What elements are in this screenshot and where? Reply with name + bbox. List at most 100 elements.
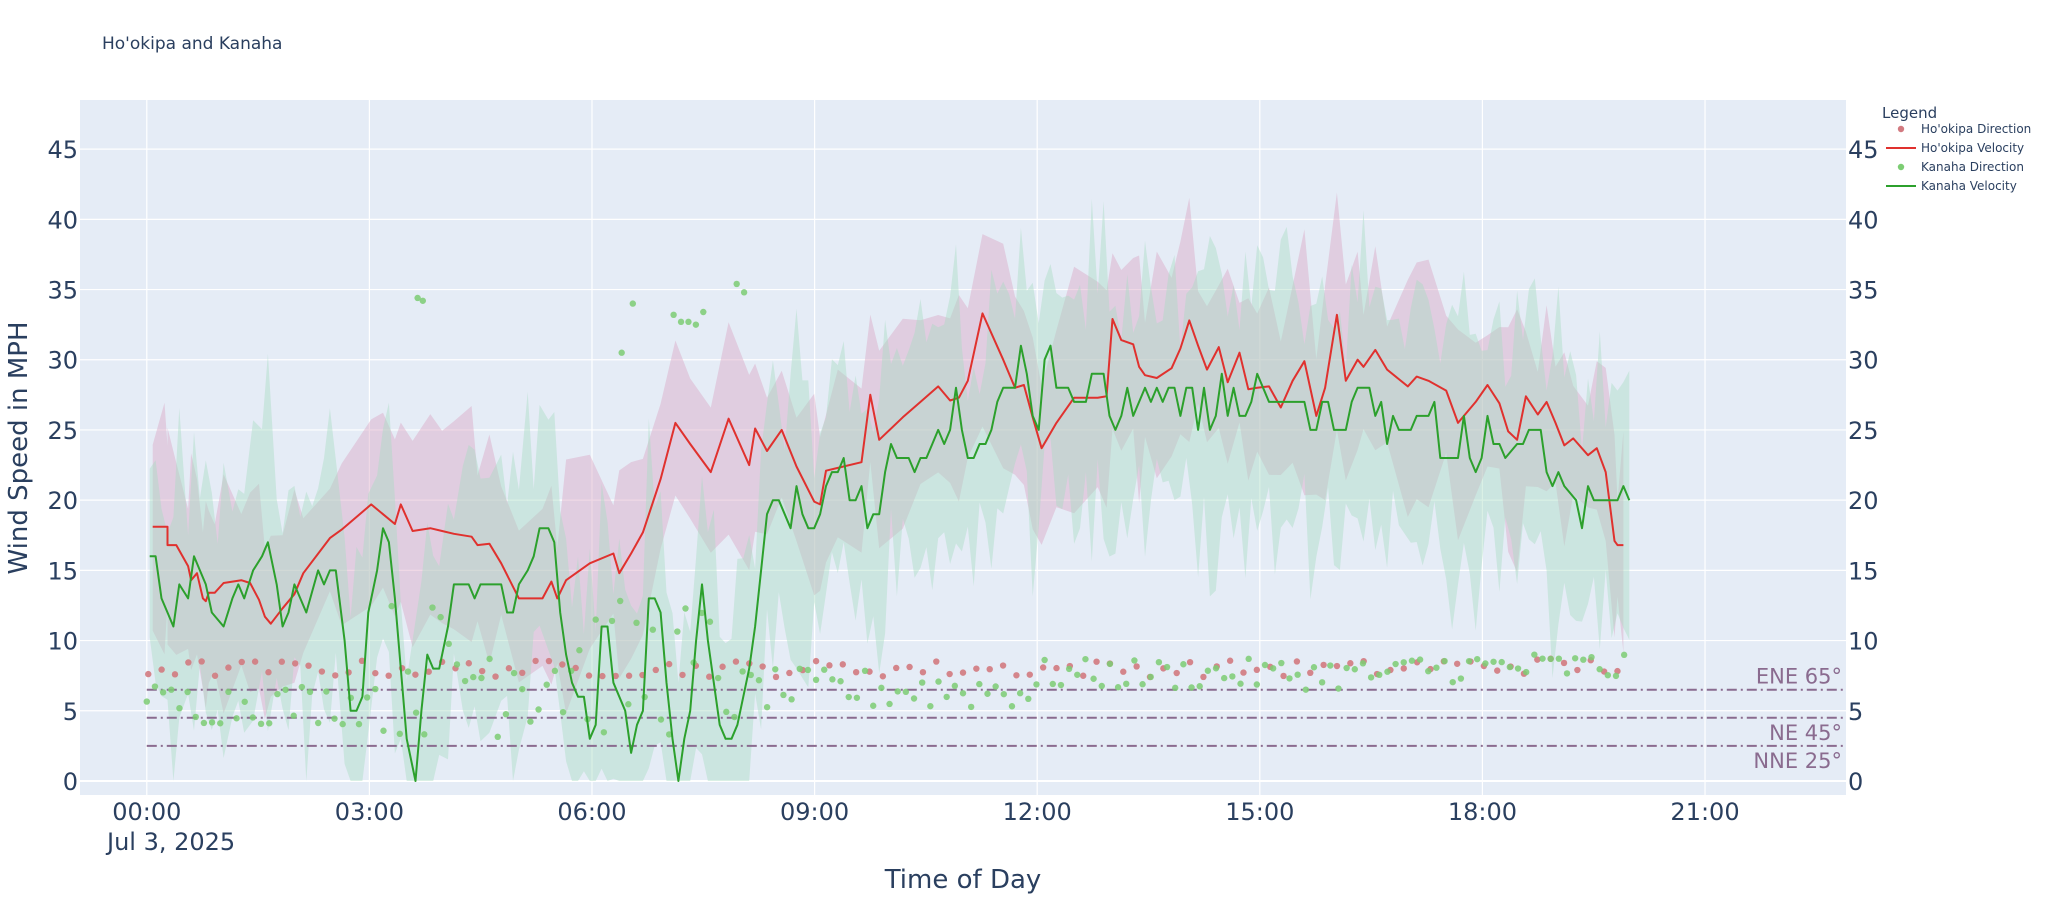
kanaha-direction-marker xyxy=(1465,657,1473,665)
kanaha-direction-marker xyxy=(396,730,404,738)
hookipa-direction-marker xyxy=(986,665,993,673)
kanaha-direction-marker xyxy=(192,713,199,721)
hookipa-direction-marker xyxy=(786,669,793,677)
kanaha-direction-marker xyxy=(723,708,730,716)
y-tick-label-left: 20 xyxy=(47,487,78,515)
kanaha-direction-marker xyxy=(1522,668,1530,676)
y-tick-label-right: 0 xyxy=(1848,768,1863,796)
kanaha-direction-marker xyxy=(176,704,183,712)
kanaha-direction-marker xyxy=(559,708,567,716)
kanaha-direction-marker xyxy=(1335,685,1342,692)
kanaha-direction-marker xyxy=(1163,663,1171,671)
y-tick-label-right: 25 xyxy=(1848,417,1879,445)
kanaha-direction-marker xyxy=(685,318,692,326)
kanaha-direction-marker xyxy=(339,720,346,728)
hookipa-direction-marker xyxy=(1453,660,1461,667)
hookipa-direction-marker xyxy=(278,658,286,665)
hookipa-direction-marker xyxy=(1347,660,1354,667)
kanaha-direction-marker xyxy=(698,609,706,617)
kanaha-direction-marker xyxy=(608,617,616,625)
y-tick-label-left: 40 xyxy=(47,206,78,234)
kanaha-direction-marker xyxy=(1286,675,1293,682)
hookipa-direction-marker xyxy=(1494,667,1501,674)
kanaha-direction-marker xyxy=(1327,662,1334,669)
direction-markers xyxy=(143,280,1628,741)
kanaha-direction-marker xyxy=(1123,680,1130,688)
legend-item-label: Ho'okipa Direction xyxy=(1921,122,2031,136)
legend-title: Legend xyxy=(1882,104,1937,122)
kanaha-direction-marker xyxy=(1139,681,1146,688)
legend-marker-swatch xyxy=(1897,163,1905,171)
hookipa-direction-marker xyxy=(519,669,526,677)
hookipa-direction-marker xyxy=(1320,661,1327,669)
kanaha-direction-marker xyxy=(1514,665,1522,672)
direction-reference-lines: ENE 65° NE 45° NNE 25° xyxy=(146,665,1846,773)
hookipa-direction-marker xyxy=(1120,668,1127,675)
hookipa-direction-marker xyxy=(1039,664,1047,671)
kanaha-direction-marker xyxy=(1074,671,1081,678)
kanaha-direction-marker xyxy=(804,666,812,674)
kanaha-direction-marker xyxy=(984,690,991,697)
kanaha-direction-marker xyxy=(429,604,436,611)
legend: Legend Ho'okipa Direction Ho'okipa Veloci… xyxy=(1882,104,2031,193)
kanaha-direction-marker xyxy=(1008,703,1016,710)
reference-line-label: NE 45° xyxy=(1769,721,1842,745)
hookipa-direction-marker xyxy=(719,663,726,670)
hookipa-direction-marker xyxy=(318,668,326,675)
kanaha-direction-marker xyxy=(486,655,493,663)
kanaha-direction-marker xyxy=(1237,680,1244,687)
hookipa-direction-marker xyxy=(933,658,940,665)
kanaha-direction-marker xyxy=(1098,682,1105,690)
x-axis-date: Jul 3, 2025 xyxy=(105,828,235,856)
kanaha-direction-marker xyxy=(445,640,452,648)
kanaha-direction-marker xyxy=(298,683,306,691)
kanaha-direction-marker xyxy=(225,688,232,696)
y-tick-label-left: 10 xyxy=(47,628,78,656)
kanaha-direction-marker xyxy=(714,674,722,682)
kanaha-direction-marker xyxy=(796,665,803,673)
kanaha-direction-marker xyxy=(1090,675,1097,682)
legend-marker-swatch xyxy=(1897,125,1905,133)
hookipa-direction-marker xyxy=(158,666,165,673)
kanaha-direction-marker xyxy=(853,694,861,701)
kanaha-direction-marker xyxy=(1400,659,1407,666)
kanaha-direction-marker xyxy=(1392,660,1399,668)
kanaha-direction-marker xyxy=(692,321,700,328)
kanaha-direction-marker xyxy=(1474,655,1481,663)
hookipa-direction-marker xyxy=(425,668,432,675)
hookipa-direction-marker xyxy=(1560,659,1568,667)
kanaha-direction-marker xyxy=(951,682,959,690)
hookipa-direction-marker xyxy=(1026,671,1033,678)
kanaha-direction-marker xyxy=(1016,690,1024,697)
hookipa-direction-marker xyxy=(732,658,740,665)
kanaha-direction-marker xyxy=(1106,660,1114,668)
hookipa-direction-marker xyxy=(545,657,553,665)
hookipa-direction-marker xyxy=(772,673,780,681)
kanaha-direction-marker xyxy=(1441,657,1448,665)
kanaha-direction-marker xyxy=(1408,657,1416,664)
hookipa-direction-marker xyxy=(1253,666,1261,674)
y-axis-right: 0 5 10 15 20 25 30 35 40 45 xyxy=(1848,136,1879,796)
kanaha-direction-marker xyxy=(372,685,379,693)
kanaha-direction-marker xyxy=(233,715,240,722)
kanaha-direction-marker xyxy=(812,676,820,684)
kanaha-direction-marker xyxy=(1025,695,1032,703)
hookipa-direction-marker xyxy=(959,669,967,676)
kanaha-direction-marker xyxy=(1547,655,1554,663)
hookipa-direction-marker xyxy=(171,671,179,678)
kanaha-direction-marker xyxy=(388,602,395,610)
kanaha-direction-marker xyxy=(731,713,738,721)
kanaha-direction-marker xyxy=(1604,671,1612,679)
kanaha-direction-marker xyxy=(355,720,363,728)
hookipa-direction-marker xyxy=(225,664,232,671)
legend-item-label: Ho'okipa Velocity xyxy=(1921,141,2024,155)
kanaha-direction-marker xyxy=(419,297,427,304)
kanaha-direction-marker xyxy=(151,683,159,690)
hookipa-direction-marker xyxy=(291,660,299,667)
kanaha-direction-marker xyxy=(208,719,216,726)
kanaha-direction-marker xyxy=(1449,678,1456,686)
velocity-band-1 xyxy=(149,198,1630,781)
kanaha-direction-marker xyxy=(306,688,314,696)
hookipa-direction-marker xyxy=(559,661,566,668)
kanaha-direction-marker xyxy=(1498,658,1505,666)
